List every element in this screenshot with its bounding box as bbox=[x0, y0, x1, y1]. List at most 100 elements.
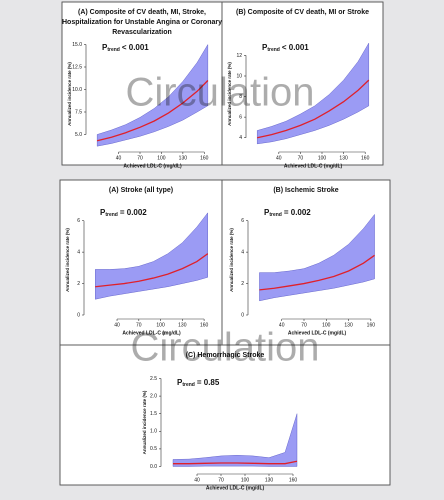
y-axis-label: Annualized incidence rate (%) bbox=[67, 62, 72, 126]
p-trend: Ptrend = 0.002 bbox=[100, 208, 147, 218]
x-tick-label: 100 bbox=[318, 155, 327, 161]
y-axis-label: Annualized incidence rate (%) bbox=[229, 228, 234, 292]
x-tick-label: 40 bbox=[279, 322, 285, 328]
x-axis-label: Achieved LDL-C (mg/dL) bbox=[122, 330, 181, 336]
x-tick-label: 130 bbox=[339, 155, 348, 161]
watermark: Circulation bbox=[131, 326, 320, 370]
confidence-band bbox=[96, 43, 209, 147]
x-axis-label: Achieved LDL-C (mg/dL) bbox=[288, 330, 347, 336]
trend-line bbox=[96, 80, 209, 142]
y-axis-label: Annualized incidence rate (%) bbox=[142, 390, 147, 454]
p-symbol: P bbox=[264, 208, 270, 217]
p-subscript: trend bbox=[107, 47, 120, 53]
trend-line bbox=[95, 253, 209, 288]
x-tick-label: 100 bbox=[157, 155, 166, 161]
p-value: = 0.85 bbox=[197, 378, 220, 387]
x-tick-label: 160 bbox=[200, 322, 209, 328]
x-tick-label: 130 bbox=[344, 322, 353, 328]
x-tick-label: 70 bbox=[301, 322, 307, 328]
p-value: = 0.002 bbox=[284, 208, 311, 217]
p-trend: Ptrend = 0.85 bbox=[177, 378, 220, 388]
x-tick-label: 100 bbox=[241, 477, 250, 483]
watermark: Circulation bbox=[126, 71, 315, 115]
x-tick-label: 160 bbox=[200, 155, 209, 161]
panel-title: (B) Composite of CV death, MI or Stroke bbox=[236, 9, 369, 16]
panel-title: (C) Hemorrhagic Stroke bbox=[186, 352, 265, 359]
y-axis-label: Annualized incidence rate (%) bbox=[65, 228, 70, 292]
x-tick-label: 40 bbox=[276, 155, 282, 161]
y-tick-label: 2 bbox=[77, 281, 80, 287]
x-tick-label: 40 bbox=[114, 322, 120, 328]
trend-line bbox=[173, 460, 298, 465]
trend-line bbox=[257, 79, 370, 139]
p-value: = 0.002 bbox=[120, 208, 147, 217]
x-axis-label: Achieved LDL-C (mg/dL) bbox=[284, 163, 343, 169]
x-tick-label: 100 bbox=[322, 322, 331, 328]
panel-title: (A) Stroke (all type) bbox=[109, 187, 173, 194]
panel-title: (A) Composite of CV death, MI, Stroke, bbox=[78, 9, 206, 16]
y-tick-label: 12 bbox=[236, 53, 242, 59]
confidence-band bbox=[95, 212, 208, 300]
p-symbol: P bbox=[102, 43, 108, 52]
x-tick-label: 100 bbox=[156, 322, 165, 328]
x-tick-label: 70 bbox=[137, 155, 143, 161]
y-tick-label: 12.5 bbox=[72, 64, 82, 70]
confidence-band bbox=[257, 42, 369, 145]
y-tick-label: 4 bbox=[77, 249, 80, 255]
y-tick-label: 0 bbox=[77, 312, 80, 318]
y-tick-label: 4 bbox=[239, 135, 242, 141]
x-axis-label: Achieved LDL-C (mg/dL) bbox=[206, 485, 265, 491]
x-tick-label: 130 bbox=[178, 322, 187, 328]
p-value: < 0.001 bbox=[282, 43, 309, 52]
p-symbol: P bbox=[100, 208, 106, 217]
x-tick-label: 160 bbox=[289, 477, 298, 483]
x-tick-label: 70 bbox=[136, 322, 142, 328]
p-symbol: P bbox=[262, 43, 268, 52]
x-tick-label: 40 bbox=[116, 155, 122, 161]
x-tick-label: 160 bbox=[361, 155, 370, 161]
y-tick-label: 6 bbox=[77, 218, 80, 224]
y-axis-label: Annualized incidence rate (%) bbox=[227, 62, 232, 126]
y-tick-label: 10.0 bbox=[72, 87, 82, 93]
bottom-figure-frame bbox=[59, 179, 391, 486]
p-subscript: trend bbox=[105, 212, 118, 218]
x-tick-label: 130 bbox=[265, 477, 274, 483]
confidence-band bbox=[259, 213, 375, 302]
p-value: < 0.001 bbox=[122, 43, 149, 52]
panel-title: Revascularization bbox=[112, 29, 172, 36]
y-tick-label: 0.5 bbox=[150, 446, 157, 452]
p-symbol: P bbox=[177, 378, 183, 387]
p-trend: Ptrend = 0.002 bbox=[264, 208, 311, 218]
p-trend: Ptrend < 0.001 bbox=[262, 43, 309, 53]
y-tick-label: 0.0 bbox=[150, 464, 157, 470]
y-tick-label: 0 bbox=[241, 312, 244, 318]
y-tick-label: 15.0 bbox=[72, 42, 82, 48]
y-tick-label: 2 bbox=[241, 281, 244, 287]
y-tick-label: 7.5 bbox=[75, 109, 82, 115]
x-tick-label: 160 bbox=[367, 322, 376, 328]
y-tick-label: 6 bbox=[239, 114, 242, 120]
x-tick-label: 70 bbox=[218, 477, 224, 483]
y-tick-label: 8 bbox=[239, 94, 242, 100]
y-tick-label: 4 bbox=[241, 249, 244, 255]
x-tick-label: 70 bbox=[298, 155, 304, 161]
y-tick-label: 1.5 bbox=[150, 411, 157, 417]
x-tick-label: 130 bbox=[179, 155, 188, 161]
panel-frame bbox=[59, 344, 391, 486]
y-tick-label: 2.0 bbox=[150, 393, 157, 399]
panel-title: Hospitalization for Unstable Angina or C… bbox=[62, 19, 222, 26]
p-subscript: trend bbox=[267, 47, 280, 53]
x-tick-label: 40 bbox=[194, 477, 200, 483]
y-tick-label: 10 bbox=[236, 73, 242, 79]
panel-frame bbox=[221, 1, 384, 166]
confidence-band bbox=[172, 413, 298, 467]
trend-line bbox=[259, 254, 375, 291]
panel-title: (B) Ischemic Stroke bbox=[273, 187, 338, 194]
y-tick-label: 2.5 bbox=[150, 376, 157, 382]
p-subscript: trend bbox=[182, 382, 195, 388]
p-trend: Ptrend < 0.001 bbox=[102, 43, 149, 53]
x-axis-label: Achieved LDL-C (mg/dL) bbox=[123, 163, 182, 169]
y-tick-label: 6 bbox=[241, 218, 244, 224]
